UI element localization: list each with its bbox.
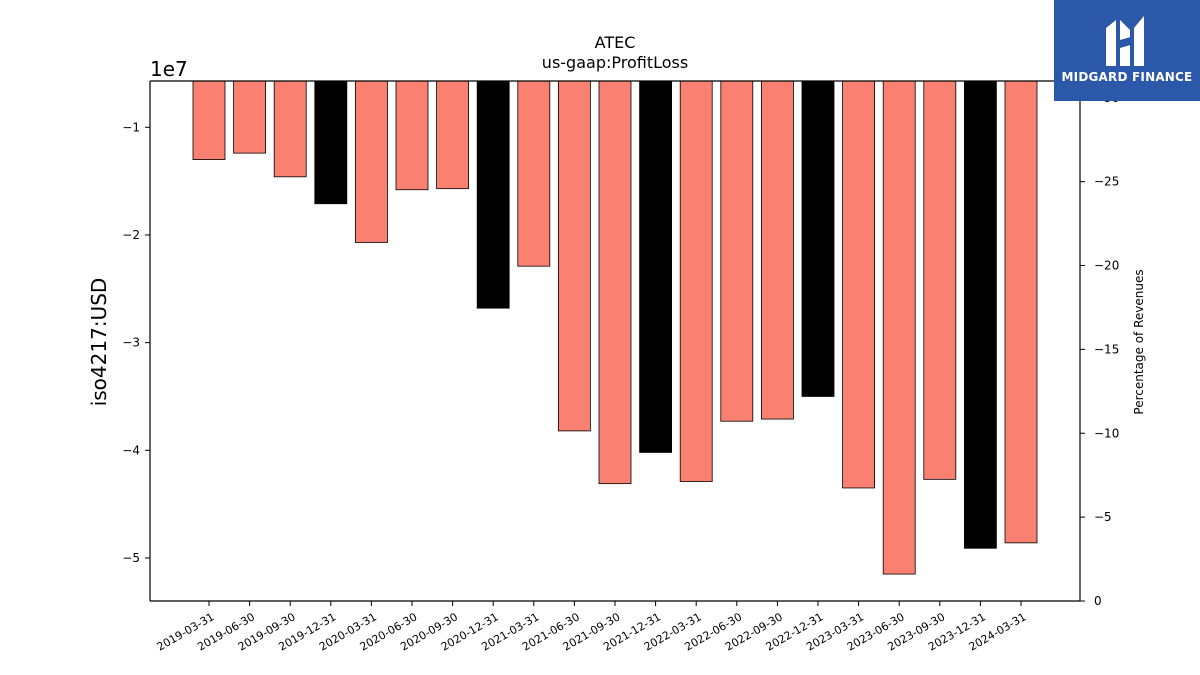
bar-2020-09-30 [436,80,470,190]
bar-2023-09-30 [923,80,957,480]
y-tick-label: −1 [122,120,140,134]
bar-2020-12-31 [476,80,510,309]
bar-2021-12-31 [639,80,672,453]
y2-tick-label: −10 [1094,426,1119,440]
chart-title: ATEC [595,33,636,52]
y-tick-label: −4 [122,443,140,457]
y2-tick-label: 0 [1094,594,1102,608]
bar-2021-03-31 [517,80,551,267]
y-tick-label: −3 [122,336,140,350]
bar-2019-03-31 [192,80,226,160]
bar-2024-03-31 [1004,80,1038,544]
bar-2019-09-30 [273,80,307,178]
y2-tick-label: −5 [1094,510,1112,524]
bar-2022-06-30 [720,80,754,422]
y-offset-label: 1e7 [150,57,188,81]
bar-2023-03-31 [842,80,875,489]
bar-2020-03-31 [354,80,388,243]
chart-subtitle: us-gaap:ProfitLoss [542,53,688,72]
y-tick-label: −2 [122,228,140,242]
bar-2020-06-30 [395,80,429,191]
y2-axis-label: Percentage of Revenues [1132,269,1146,414]
bar-2022-03-31 [679,80,713,482]
bar-2022-09-30 [761,80,794,420]
y2-tick-label: −15 [1094,342,1119,356]
y-tick-label: −5 [122,551,140,565]
logo-text: MIDGARD FINANCE [1061,70,1193,84]
bar-2019-12-31 [314,80,348,205]
midgard-logo-icon [1106,16,1144,66]
bar-2023-06-30 [882,80,916,575]
y2-tick-label: −20 [1094,259,1119,273]
bar-2023-12-31 [964,80,997,549]
y2-tick-label: −25 [1094,175,1119,189]
bar-2019-06-30 [233,80,267,154]
bar-2021-06-30 [558,80,591,432]
bar-2022-12-31 [801,80,835,397]
midgard-finance-logo: MIDGARD FINANCE [1054,0,1200,101]
bar-2021-09-30 [598,80,632,485]
y-axis-label: iso4217:USD [87,278,111,407]
